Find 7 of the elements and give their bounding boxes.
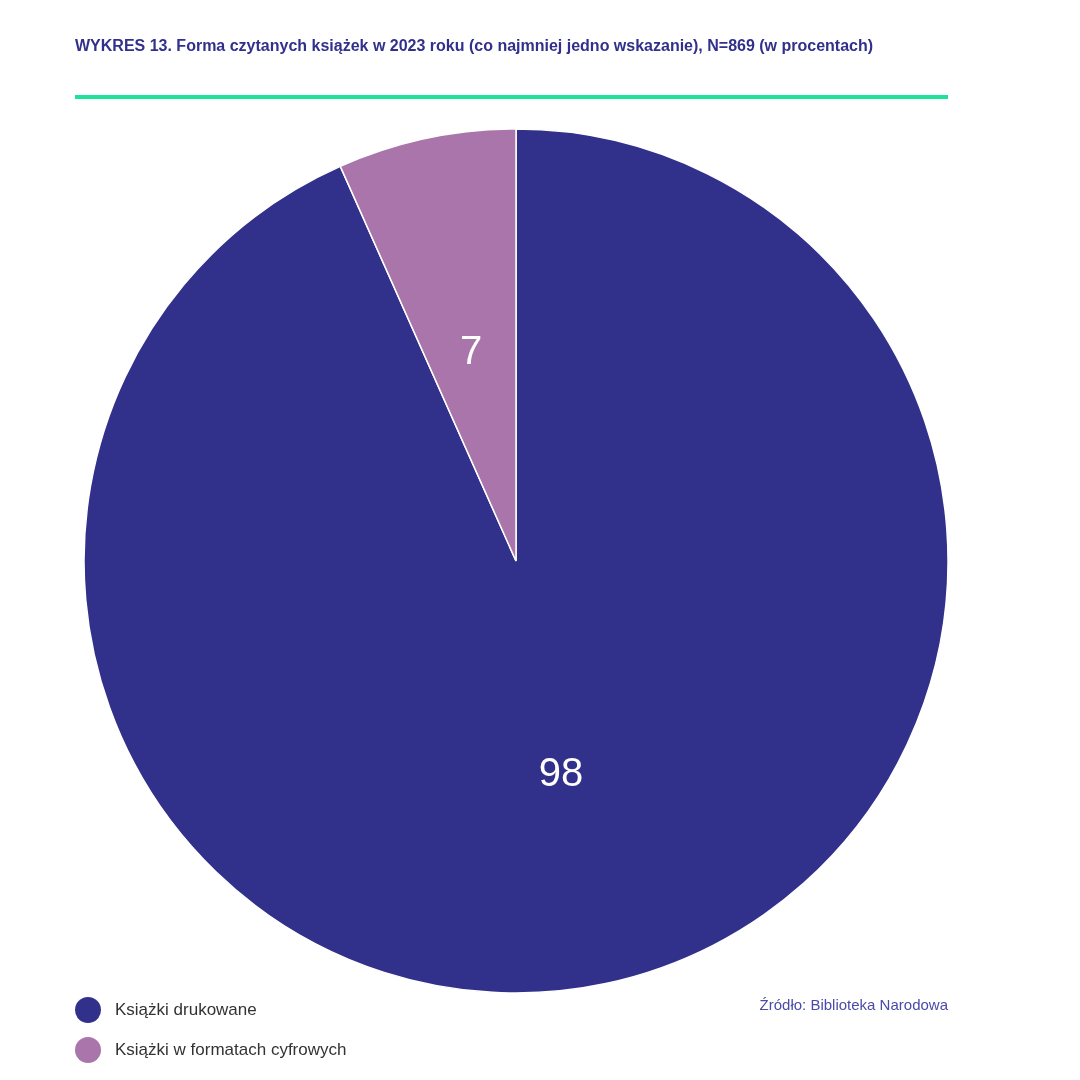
legend-label: Książki w formatach cyfrowych <box>115 1040 347 1060</box>
data-label: 98 <box>538 750 584 795</box>
pie-slice <box>83 128 949 994</box>
data-label: 7 <box>459 327 483 372</box>
text: Źródło: Biblioteka Narodowa <box>759 996 948 1013</box>
legend-label: Książki drukowane <box>115 1000 257 1020</box>
chart-title: WYKRES 13. Forma czytanych książek w 2023 roku (co najmniej jedno wskazanie), N=869 (w procentach) <box>75 36 875 56</box>
